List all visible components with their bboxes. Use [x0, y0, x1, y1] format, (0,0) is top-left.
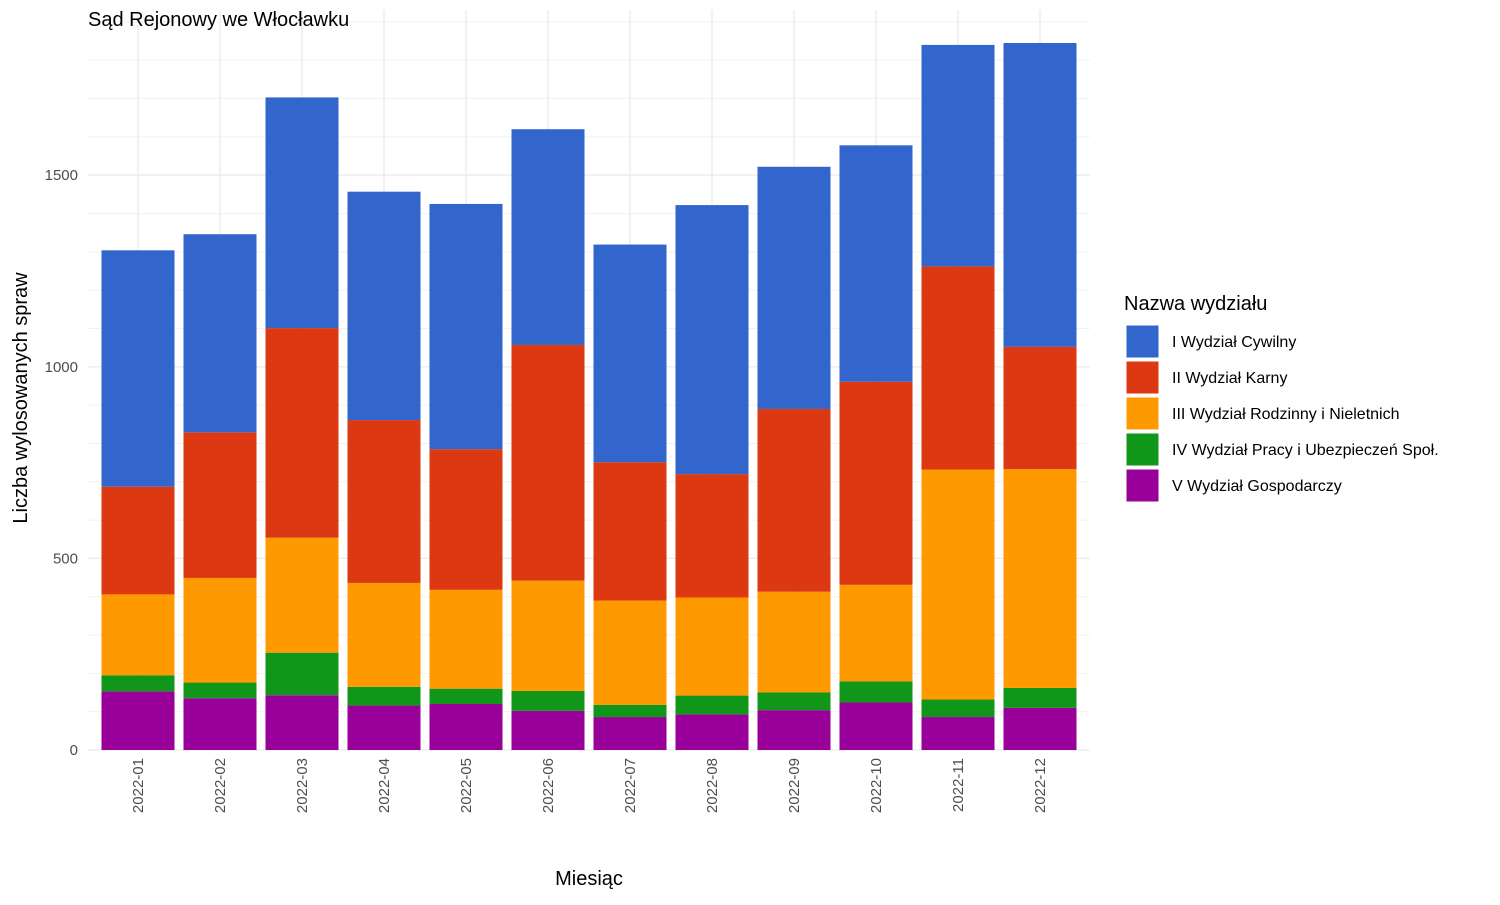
y-tick-label: 1000 [45, 359, 78, 376]
bar-segment [593, 717, 667, 750]
bar-segment [757, 710, 831, 750]
x-tick-label: 2022-09 [786, 758, 803, 813]
bar-segment [675, 597, 749, 696]
x-tick-label: 2022-02 [212, 758, 229, 813]
bar-segment [757, 408, 831, 592]
bar-segment [675, 714, 749, 750]
legend-label: III Wydział Rodzinny i Nieletnich [1172, 406, 1400, 423]
bar-segment [429, 704, 503, 750]
bar-segment [921, 699, 995, 718]
bar-segment [1003, 707, 1077, 750]
bar-segment [839, 584, 913, 682]
bar-segment [101, 594, 175, 676]
legend-label: V Wydział Gospodarczy [1172, 478, 1342, 495]
legend-title: Nazwa wydziału [1124, 293, 1267, 315]
y-tick-label: 0 [70, 742, 78, 759]
bar-segment [839, 681, 913, 703]
x-axis-ticks: 2022-01 2022-02 2022-03 2022-04 2022-05 2022-… [130, 758, 1049, 813]
bar-segment [921, 266, 995, 470]
x-tick-label: 2022-12 [1032, 758, 1049, 813]
y-tick-label: 500 [53, 550, 78, 567]
bars [101, 42, 1077, 750]
bar-segment [921, 717, 995, 750]
bar-segment [921, 469, 995, 700]
x-tick-label: 2022-06 [540, 758, 557, 813]
legend-swatch [1125, 324, 1160, 359]
bar-segment [839, 145, 913, 382]
legend-swatch [1125, 468, 1160, 503]
bar-segment [347, 686, 421, 706]
bar-segment [183, 577, 257, 683]
bar-segment [675, 695, 749, 715]
bar-segment [265, 695, 339, 750]
bar-segment [839, 702, 913, 750]
bar-segment [429, 688, 503, 705]
legend-label: II Wydział Karny [1172, 370, 1287, 387]
bar-segment [429, 449, 503, 590]
bar-segment [511, 710, 585, 750]
bar-segment [101, 250, 175, 487]
y-axis-ticks: 0 500 1000 1500 [45, 167, 78, 759]
x-tick-label: 2022-07 [622, 758, 639, 813]
bar-segment [757, 692, 831, 711]
bar-segment [429, 589, 503, 689]
legend-swatch [1125, 396, 1160, 431]
bar-segment [511, 580, 585, 691]
legend-swatch [1125, 432, 1160, 467]
bar-segment [183, 698, 257, 750]
bar-segment [757, 166, 831, 409]
bar-segment [183, 682, 257, 699]
bar-segment [511, 690, 585, 711]
chart-title: Sąd Rejonowy we Włocławku [88, 9, 349, 31]
bar-segment [347, 191, 421, 421]
bar-segment [101, 486, 175, 595]
x-tick-label: 2022-01 [130, 758, 147, 813]
bar-segment [511, 129, 585, 345]
y-axis-title: Liczba wylosowanych spraw [10, 272, 32, 524]
bar-segment [839, 381, 913, 585]
bar-segment [347, 705, 421, 750]
bar-segment [511, 344, 585, 581]
bar-segment [347, 582, 421, 687]
legend: Nazwa wydziału I Wydział Cywilny II Wydzi… [1124, 293, 1439, 503]
x-tick-label: 2022-04 [376, 758, 393, 813]
bar-segment [921, 44, 995, 267]
x-tick-label: 2022-10 [868, 758, 885, 813]
bar-segment [593, 462, 667, 601]
x-tick-label: 2022-05 [458, 758, 475, 813]
bar-segment [593, 244, 667, 463]
legend-swatch [1125, 360, 1160, 395]
bar-segment [265, 328, 339, 538]
bar-segment [593, 600, 667, 705]
bar-segment [757, 591, 831, 693]
x-axis-title: Miesiąc [555, 868, 623, 890]
bar-segment [1003, 346, 1077, 470]
bar-segment [183, 432, 257, 578]
bar-segment [675, 205, 749, 475]
bar-segment [101, 691, 175, 750]
bar-segment [265, 652, 339, 696]
legend-label: IV Wydział Pracy i Ubezpieczeń Społ. [1172, 442, 1439, 459]
bar-segment [675, 474, 749, 598]
bar-segment [593, 704, 667, 718]
bar-segment [1003, 42, 1077, 347]
x-tick-label: 2022-03 [294, 758, 311, 813]
bar-segment [265, 537, 339, 653]
bar-segment [183, 234, 257, 433]
bar-segment [101, 675, 175, 692]
y-tick-label: 1500 [45, 167, 78, 184]
x-tick-label: 2022-11 [950, 758, 967, 812]
bar-segment [429, 203, 503, 450]
legend-label: I Wydział Cywilny [1172, 334, 1296, 351]
bar-segment [1003, 687, 1077, 708]
bar-segment [347, 420, 421, 583]
x-tick-label: 2022-08 [704, 758, 721, 813]
bar-segment [265, 97, 339, 329]
bar-segment [1003, 469, 1077, 688]
